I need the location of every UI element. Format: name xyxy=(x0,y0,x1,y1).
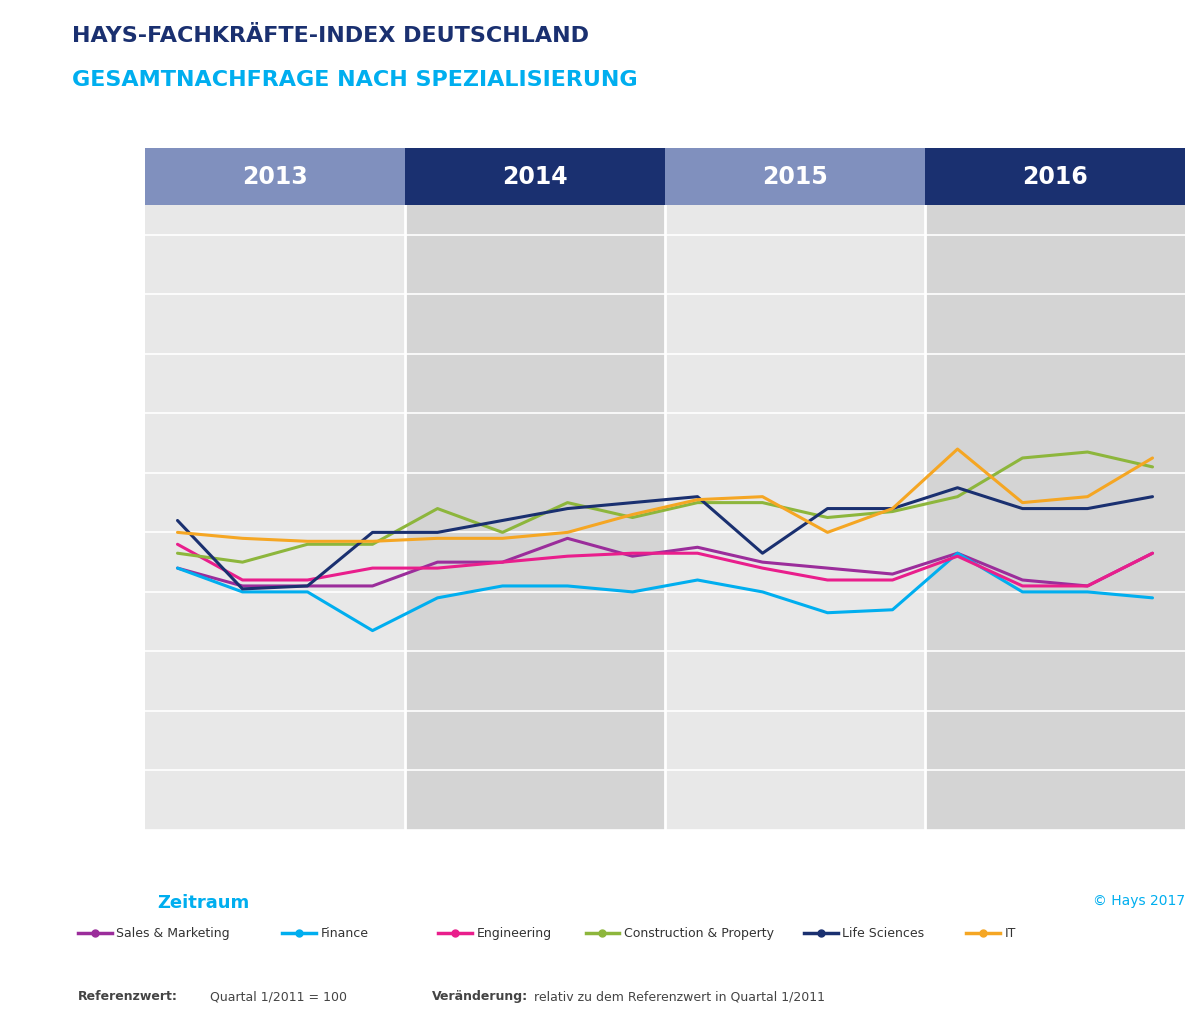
Text: Q4: Q4 xyxy=(882,849,904,863)
Text: Q3: Q3 xyxy=(1076,849,1098,863)
Text: relativ zu dem Referenzwert in Quartal 1/2011: relativ zu dem Referenzwert in Quartal 1… xyxy=(534,990,826,1003)
Text: Q2: Q2 xyxy=(1012,849,1033,863)
Bar xyxy=(665,148,925,205)
Text: 160: 160 xyxy=(96,347,126,361)
Bar xyxy=(145,205,406,830)
Text: © Hays 2017: © Hays 2017 xyxy=(1093,893,1186,908)
Text: 140: 140 xyxy=(96,405,126,421)
Text: Q3: Q3 xyxy=(296,849,318,863)
Bar xyxy=(925,205,1186,830)
Text: Zeitraum: Zeitraum xyxy=(157,893,250,912)
Text: IT: IT xyxy=(1004,927,1015,939)
Text: Q1: Q1 xyxy=(947,849,968,863)
Text: Q3: Q3 xyxy=(557,849,578,863)
Text: 2014: 2014 xyxy=(502,165,568,188)
Text: 40: 40 xyxy=(106,704,126,718)
Bar xyxy=(665,205,925,830)
Text: 200: 200 xyxy=(96,227,126,242)
Text: Veränderung:: Veränderung: xyxy=(432,990,528,1003)
Text: Q2: Q2 xyxy=(492,849,514,863)
Text: Nachfrage nach Spezialisierung: Nachfrage nach Spezialisierung xyxy=(96,429,109,667)
Text: Sales & Marketing: Sales & Marketing xyxy=(116,927,230,939)
Text: 180: 180 xyxy=(96,287,126,301)
Text: 120: 120 xyxy=(96,465,126,481)
Text: GESAMTNACHFRAGE NACH SPEZIALISIERUNG: GESAMTNACHFRAGE NACH SPEZIALISIERUNG xyxy=(72,70,637,90)
Text: Q2: Q2 xyxy=(232,849,253,863)
Text: Q1: Q1 xyxy=(686,849,708,863)
Bar xyxy=(145,148,406,205)
Text: 2015: 2015 xyxy=(762,165,828,188)
Bar xyxy=(925,148,1186,205)
Text: 0: 0 xyxy=(116,822,126,838)
Text: Life Sciences: Life Sciences xyxy=(842,927,924,939)
Bar xyxy=(406,205,665,830)
Text: 2013: 2013 xyxy=(242,165,308,188)
Text: 20: 20 xyxy=(106,762,126,778)
Text: Q2: Q2 xyxy=(751,849,773,863)
Text: Q4: Q4 xyxy=(1141,849,1163,863)
Text: Construction & Property: Construction & Property xyxy=(624,927,774,939)
Text: Q1: Q1 xyxy=(167,849,188,863)
Text: Quartal 1/2011 = 100: Quartal 1/2011 = 100 xyxy=(210,990,347,1003)
Text: Referenzwert:: Referenzwert: xyxy=(78,990,178,1003)
Text: Q1: Q1 xyxy=(427,849,449,863)
Text: Engineering: Engineering xyxy=(476,927,552,939)
Text: Finance: Finance xyxy=(320,927,368,939)
Bar xyxy=(406,148,665,205)
Text: 60: 60 xyxy=(106,644,126,659)
Text: 100: 100 xyxy=(96,525,126,540)
Text: HAYS-FACHKRÄFTE-INDEX DEUTSCHLAND: HAYS-FACHKRÄFTE-INDEX DEUTSCHLAND xyxy=(72,26,589,45)
Text: 2016: 2016 xyxy=(1022,165,1088,188)
Text: Q3: Q3 xyxy=(817,849,839,863)
Text: 80: 80 xyxy=(106,584,126,600)
Text: Q4: Q4 xyxy=(361,849,383,863)
Text: Q4: Q4 xyxy=(622,849,643,863)
